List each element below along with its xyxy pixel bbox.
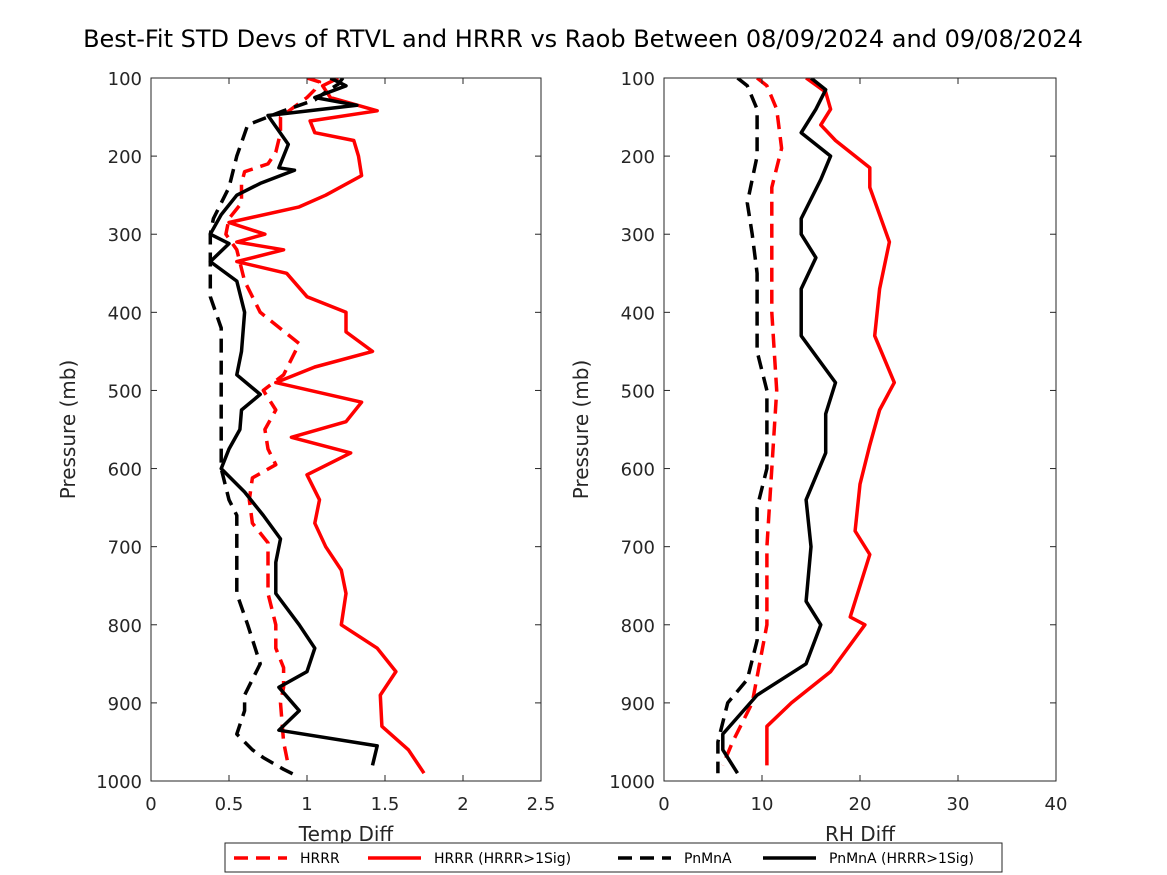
legend-label-4: PnMnA (HRRR>1Sig) [829,851,974,867]
legend: HRRR HRRR (HRRR>1Sig) PnMnA PnMnA (HRRR>1Si… [224,842,1003,873]
temp-y-tick-label: 200 [108,147,142,168]
temp-y-tick-label: 700 [108,538,142,559]
rh-y-tick-label: 300 [621,225,655,246]
temp-series-line-1 [224,78,322,766]
rh-y-tick-label: 1000 [609,772,655,793]
legend-box [224,842,1003,873]
rh-series-line-1 [721,78,784,767]
temp-y-tick-label: 1000 [96,772,142,793]
rh-y-tick-label: 400 [621,303,655,324]
rh-series-line-3 [716,78,769,774]
rh-x-axis-label: RH Diff [825,822,896,846]
rh-diff-panel: 0 10 20 30 40 100 200 300 400 500 600 700 800 900 1000… [569,69,1067,846]
temp-diff-panel: 0 0.5 1 1.5 2 2.5 100 200 300 400 500 600 700 800 900 1… [56,69,555,846]
rh-y-tick-label: 500 [621,381,655,402]
rh-x-tick-label: 20 [849,794,872,815]
temp-x-tick-label: 0 [145,794,156,815]
rh-series-line-2 [765,78,897,766]
rh-y-tick-label: 800 [621,616,655,637]
legend-label-3: PnMnA [684,851,732,867]
rh-x-tick-label: 40 [1045,794,1068,815]
temp-x-tick-label: 2 [457,794,468,815]
temp-x-tick-label: 1.5 [371,794,400,815]
rh-y-tick-label: 100 [621,69,655,90]
temp-y-tick-label: 300 [108,225,142,246]
temp-x-tick-label: 1 [301,794,312,815]
legend-label-2: HRRR (HRRR>1Sig) [434,851,571,867]
temp-y-tick-label: 400 [108,303,142,324]
rh-x-tick-label: 0 [658,794,669,815]
temp-y-tick-label: 900 [108,694,142,715]
rh-series-group [716,78,897,775]
rh-x-tick-label: 30 [947,794,970,815]
temp-series-line-4 [208,78,379,766]
temp-series-line-2 [227,78,426,775]
rh-y-axis-label: Pressure (mb) [569,360,593,500]
temp-series-group [208,78,426,779]
temp-x-tick-label: 0.5 [215,794,244,815]
temp-x-tick-label: 2.5 [527,794,556,815]
rh-y-tick-label: 600 [621,460,655,481]
temp-axes-frame [150,77,542,782]
chart-title: Best-Fit STD Devs of RTVL and HRRR vs Ra… [83,25,1083,53]
rh-x-tick-label: 10 [751,794,774,815]
temp-plot-area [151,78,541,781]
legend-label-1: HRRR [300,851,340,867]
rh-y-tick-label: 200 [621,147,655,168]
temp-y-tick-label: 500 [108,381,142,402]
rh-y-tick-label: 700 [621,538,655,559]
temp-series-line-3 [208,78,345,779]
temp-y-axis-label: Pressure (mb) [56,360,80,500]
temp-x-axis-label: Temp Diff [298,822,395,846]
rh-series-line-4 [721,78,838,775]
rh-plot-area [664,78,1056,781]
temp-y-tick-label: 100 [108,69,142,90]
temp-y-tick-label: 800 [108,616,142,637]
temp-y-tick-label: 600 [108,460,142,481]
rh-y-tick-label: 900 [621,694,655,715]
